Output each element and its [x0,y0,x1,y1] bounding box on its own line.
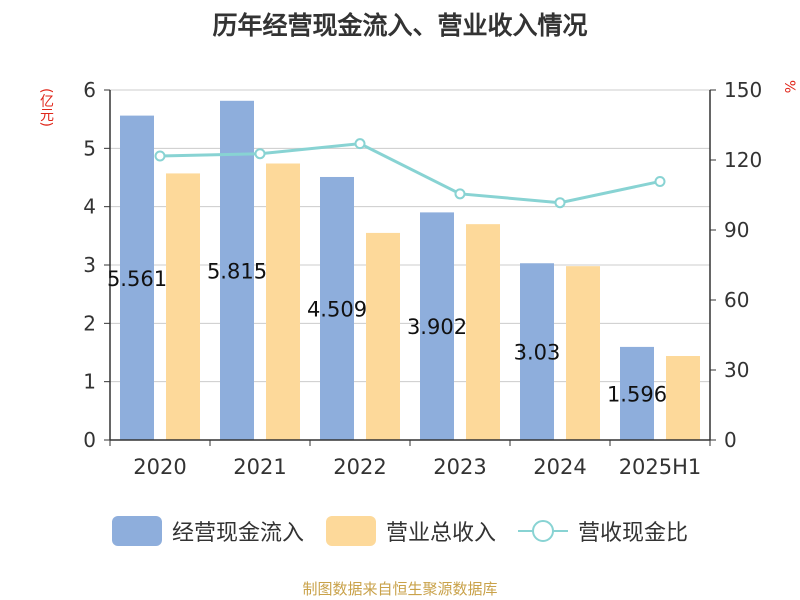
bar-cash-inflow [620,346,654,440]
y-left-tick-label: 4 [83,195,96,219]
data-label-cash-inflow: 3.902 [407,315,467,339]
y-right-tick-label: 90 [724,218,749,242]
chart-title: 历年经营现金流入、营业收入情况 [212,11,588,40]
x-tick-label: 2020 [133,455,186,479]
bar-revenue [366,232,400,440]
point-ratio [354,138,366,150]
legend: 经营现金流入 营业总收入 营收现金比 [0,515,800,547]
x-tick-label: 2021 [233,455,286,479]
data-label-cash-inflow: 4.509 [307,297,367,321]
point-ratio [654,175,666,187]
x-tick-label: 2023 [433,455,486,479]
y-left-tick-label: 2 [83,311,96,335]
legend-item-ratio[interactable]: 营收现金比 [518,515,688,547]
bar-cash-inflow [120,115,154,440]
bar-cash-inflow [320,176,354,440]
y-left-tick-label: 1 [83,370,96,394]
data-label-cash-inflow: 3.03 [514,341,561,365]
legend-label-ratio: 营收现金比 [578,521,689,546]
legend-swatch-cash-inflow [111,516,162,546]
y-left-tick-label: 0 [83,428,96,452]
right-axis-unit: % [781,80,797,94]
legend-swatch-revenue [325,516,376,546]
y-left-tick-label: 6 [83,78,96,102]
legend-item-cash-inflow[interactable]: 经营现金流入 [111,515,304,547]
point-ratio [454,188,466,200]
legend-label-cash-inflow: 经营现金流入 [171,521,304,546]
x-tick-label: 2024 [533,455,586,479]
y-left-tick-label: 5 [83,136,96,160]
bar-revenue [466,224,500,440]
data-label-cash-inflow: 1.596 [607,382,667,406]
bar-revenue [566,266,600,440]
y-left-tick-label: 3 [83,253,96,277]
point-ratio [154,150,166,162]
bar-revenue [166,173,200,440]
legend-ratio-marker [532,520,554,542]
y-right-tick-label: 30 [724,358,749,382]
y-right-tick-label: 60 [724,288,749,312]
legend-swatch-ratio [518,516,568,546]
legend-label-revenue: 营业总收入 [385,521,496,546]
point-ratio [554,197,566,209]
left-axis-unit: (亿元) [38,88,54,127]
y-right-tick-label: 150 [724,78,762,102]
x-tick-label: 2022 [333,455,386,479]
y-right-tick-label: 0 [724,428,737,452]
data-label-cash-inflow: 5.561 [107,267,167,291]
bar-cash-inflow [520,263,554,440]
legend-item-revenue[interactable]: 营业总收入 [325,515,496,547]
source-note: 制图数据来自恒生聚源数据库 [302,580,498,598]
bar-revenue [666,356,700,440]
bar-cash-inflow [420,212,454,440]
y-right-tick-label: 120 [724,148,762,172]
bar-revenue [266,163,300,440]
point-ratio [254,148,266,160]
x-tick-label: 2025H1 [619,455,702,479]
line-ratio [159,142,661,205]
data-label-cash-inflow: 5.815 [207,259,267,283]
bar-cash-inflow [220,100,254,441]
